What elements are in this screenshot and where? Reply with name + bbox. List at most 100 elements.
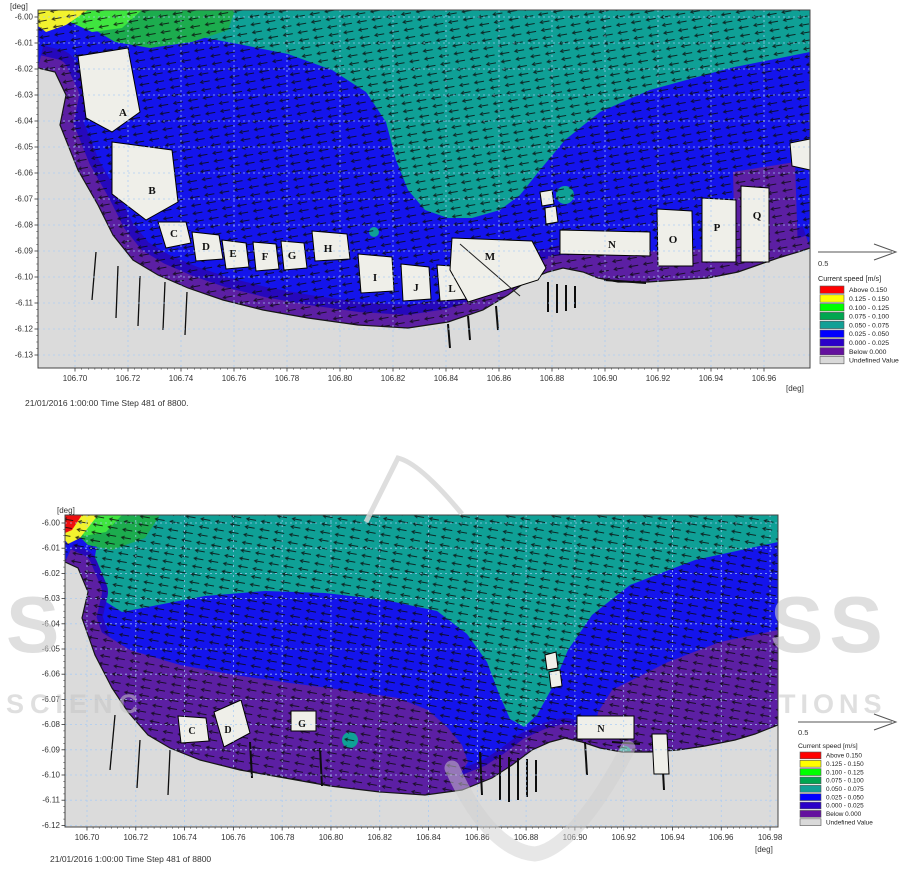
legend-color-chip xyxy=(799,810,822,818)
y-tick-label: -6.04 xyxy=(15,117,34,126)
island-polygon xyxy=(157,221,192,249)
y-tick-label: -6.09 xyxy=(15,247,34,256)
map-top: A B C D E F G H I J L M N O P Q 106.70 106.72 106.74 106.76… xyxy=(10,2,899,408)
y-tick-label: -6.12 xyxy=(42,821,61,830)
pier-structure xyxy=(249,741,253,779)
island-polygon xyxy=(449,237,547,303)
legend-title: Current speed [m/s] xyxy=(818,274,881,283)
legend-color-chip xyxy=(799,768,822,776)
coastline xyxy=(37,67,811,329)
island-divider-line xyxy=(459,243,521,297)
legend-entry-label: 0.125 - 0.150 xyxy=(826,761,864,768)
x-tick-label: 106.92 xyxy=(611,833,636,842)
island-label-A: A xyxy=(119,107,127,119)
grid-lines xyxy=(38,10,810,368)
pier-structure xyxy=(603,279,647,284)
y-tick-label: -6.01 xyxy=(15,39,34,48)
legend-color-chip xyxy=(819,285,845,294)
legend-entry-label: Below 0.000 xyxy=(849,349,887,356)
island-label-O: O xyxy=(669,234,678,246)
x-tick-label: 106.96 xyxy=(709,833,734,842)
pier-structure xyxy=(447,323,451,349)
island-polygon xyxy=(221,239,250,270)
pier-structure xyxy=(495,305,499,331)
x-tick-label: 106.80 xyxy=(328,374,353,383)
watermark-text-right: TIONS xyxy=(779,689,887,719)
x-tick-label: 106.84 xyxy=(416,833,441,842)
island-label-C: C xyxy=(188,726,195,737)
y-tick-label: -6.08 xyxy=(15,221,34,230)
legend-color-chip xyxy=(819,329,845,338)
x-tick-label: 106.86 xyxy=(487,374,512,383)
pier-structure xyxy=(115,265,119,319)
island-label-M: M xyxy=(485,251,496,263)
island-label-E: E xyxy=(229,248,236,260)
pier-structure xyxy=(319,747,323,787)
island-label-F: F xyxy=(262,251,269,263)
x-tick-label: 106.72 xyxy=(124,833,149,842)
maps-root: A B C D E F G H I J L M N O P Q 106.70 106.72 106.74 106.76… xyxy=(10,2,899,864)
island-polygon xyxy=(111,141,179,221)
island-label-D: D xyxy=(202,241,210,253)
y-tick-label: -6.01 xyxy=(42,544,61,553)
legend-entry-label: 0.025 - 0.050 xyxy=(849,331,889,338)
x-tick-label: 106.80 xyxy=(319,833,344,842)
island-polygon xyxy=(576,715,635,740)
y-tick-label: -6.11 xyxy=(15,299,33,308)
island-label-N: N xyxy=(597,724,605,735)
mainland-region xyxy=(65,562,778,827)
grid-lines xyxy=(65,515,778,827)
legend-entry-label: Undefined Value xyxy=(826,819,873,826)
y-tick-label: -6.07 xyxy=(42,695,61,704)
y-tick-label: -6.03 xyxy=(42,594,61,603)
island-label-H: H xyxy=(324,243,333,255)
y-tick-label: -6.13 xyxy=(15,351,34,360)
x-tick-label: 106.70 xyxy=(63,374,88,383)
island-label-C: C xyxy=(170,228,178,240)
timestamp: 21/01/2016 1:00:00 Time Step 481 of 8800… xyxy=(25,398,189,408)
legend-color-chip xyxy=(819,356,845,365)
y-tick-label: -6.05 xyxy=(42,645,61,654)
legend-entry-label: 0.100 - 0.125 xyxy=(826,769,864,776)
legend-entry-label: 0.050 - 0.075 xyxy=(849,322,889,329)
plot-frame xyxy=(37,9,811,369)
y-tick-label: -6.02 xyxy=(42,569,61,578)
y-tick-label: -6.02 xyxy=(15,65,34,74)
y-tick-label: -6.00 xyxy=(15,13,34,22)
legend-color-chip xyxy=(819,338,845,347)
x-tick-label: 106.84 xyxy=(434,374,459,383)
island-polygon xyxy=(213,699,251,748)
pier-structure xyxy=(162,281,166,331)
y-tick-label: -6.07 xyxy=(15,195,34,204)
legend-entry-label: Below 0.000 xyxy=(826,811,862,818)
x-tick-label: 106.78 xyxy=(270,833,295,842)
pier-structure xyxy=(584,741,588,776)
watermark-big-letter-left: S xyxy=(6,580,59,669)
x-tick-label: 106.88 xyxy=(540,374,565,383)
timestamp: 21/01/2016 1:00:00 Time Step 481 of 8800 xyxy=(50,854,211,864)
x-tick-label: 106.76 xyxy=(222,374,247,383)
legend-entry-label: Above 0.150 xyxy=(849,287,887,294)
legend-entry-label: 0.100 - 0.125 xyxy=(849,305,889,312)
x-tick-label: 106.88 xyxy=(514,833,539,842)
legend-color-chip xyxy=(799,801,822,810)
y-tick-label: -6.05 xyxy=(15,143,34,152)
x-tick-label: 106.82 xyxy=(368,833,393,842)
scale-arrow-label: 0.5 xyxy=(798,728,808,737)
legend-entry-label: 0.125 - 0.150 xyxy=(849,296,889,303)
y-tick-label: -6.10 xyxy=(42,771,61,780)
legend-color-chip xyxy=(799,751,822,760)
x-tick-label: 106.72 xyxy=(116,374,141,383)
mainland-region xyxy=(38,68,810,368)
island-label-J: J xyxy=(413,282,419,294)
plot-frame xyxy=(64,514,779,828)
y-tick-label: -6.11 xyxy=(42,796,60,805)
island-polygon xyxy=(789,138,811,171)
legend-color-chip xyxy=(819,294,845,303)
y-tick-label: -6.09 xyxy=(42,745,61,754)
watermark-big-letters-right: SS xyxy=(770,580,889,669)
island-label-N: N xyxy=(608,239,616,251)
y-tick-label: -6.03 xyxy=(15,91,34,100)
island-polygon xyxy=(252,241,280,272)
island-label-G: G xyxy=(288,250,297,262)
